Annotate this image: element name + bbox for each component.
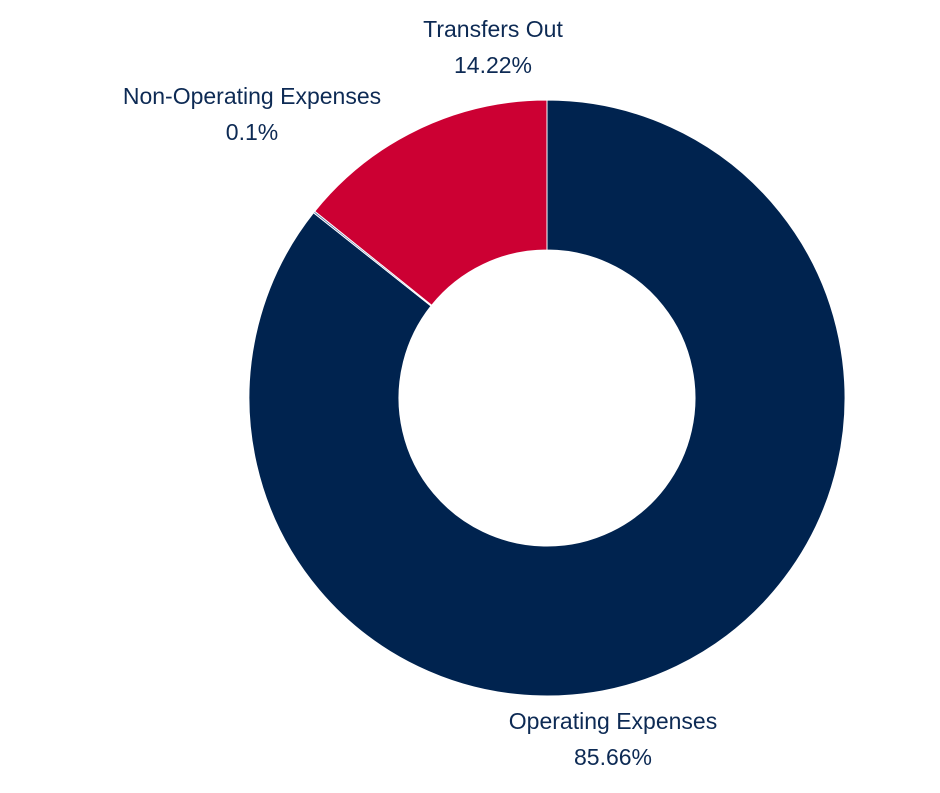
- slices-layer: [248, 99, 846, 697]
- slice-label-transfers-out: Transfers Out: [423, 16, 563, 42]
- slice-operating-expenses: [248, 99, 846, 697]
- slice-transfers-out: [314, 99, 548, 306]
- slice-value-non-operating-expenses: 0.1%: [226, 119, 278, 145]
- slice-value-transfers-out: 14.22%: [454, 52, 532, 78]
- slice-label-non-operating-expenses: Non-Operating Expenses: [123, 83, 381, 109]
- slice-value-operating-expenses: 85.66%: [574, 744, 652, 770]
- slice-label-operating-expenses: Operating Expenses: [509, 708, 717, 734]
- labels-layer: Operating Expenses 85.66% Non-Operating Ex…: [123, 16, 717, 770]
